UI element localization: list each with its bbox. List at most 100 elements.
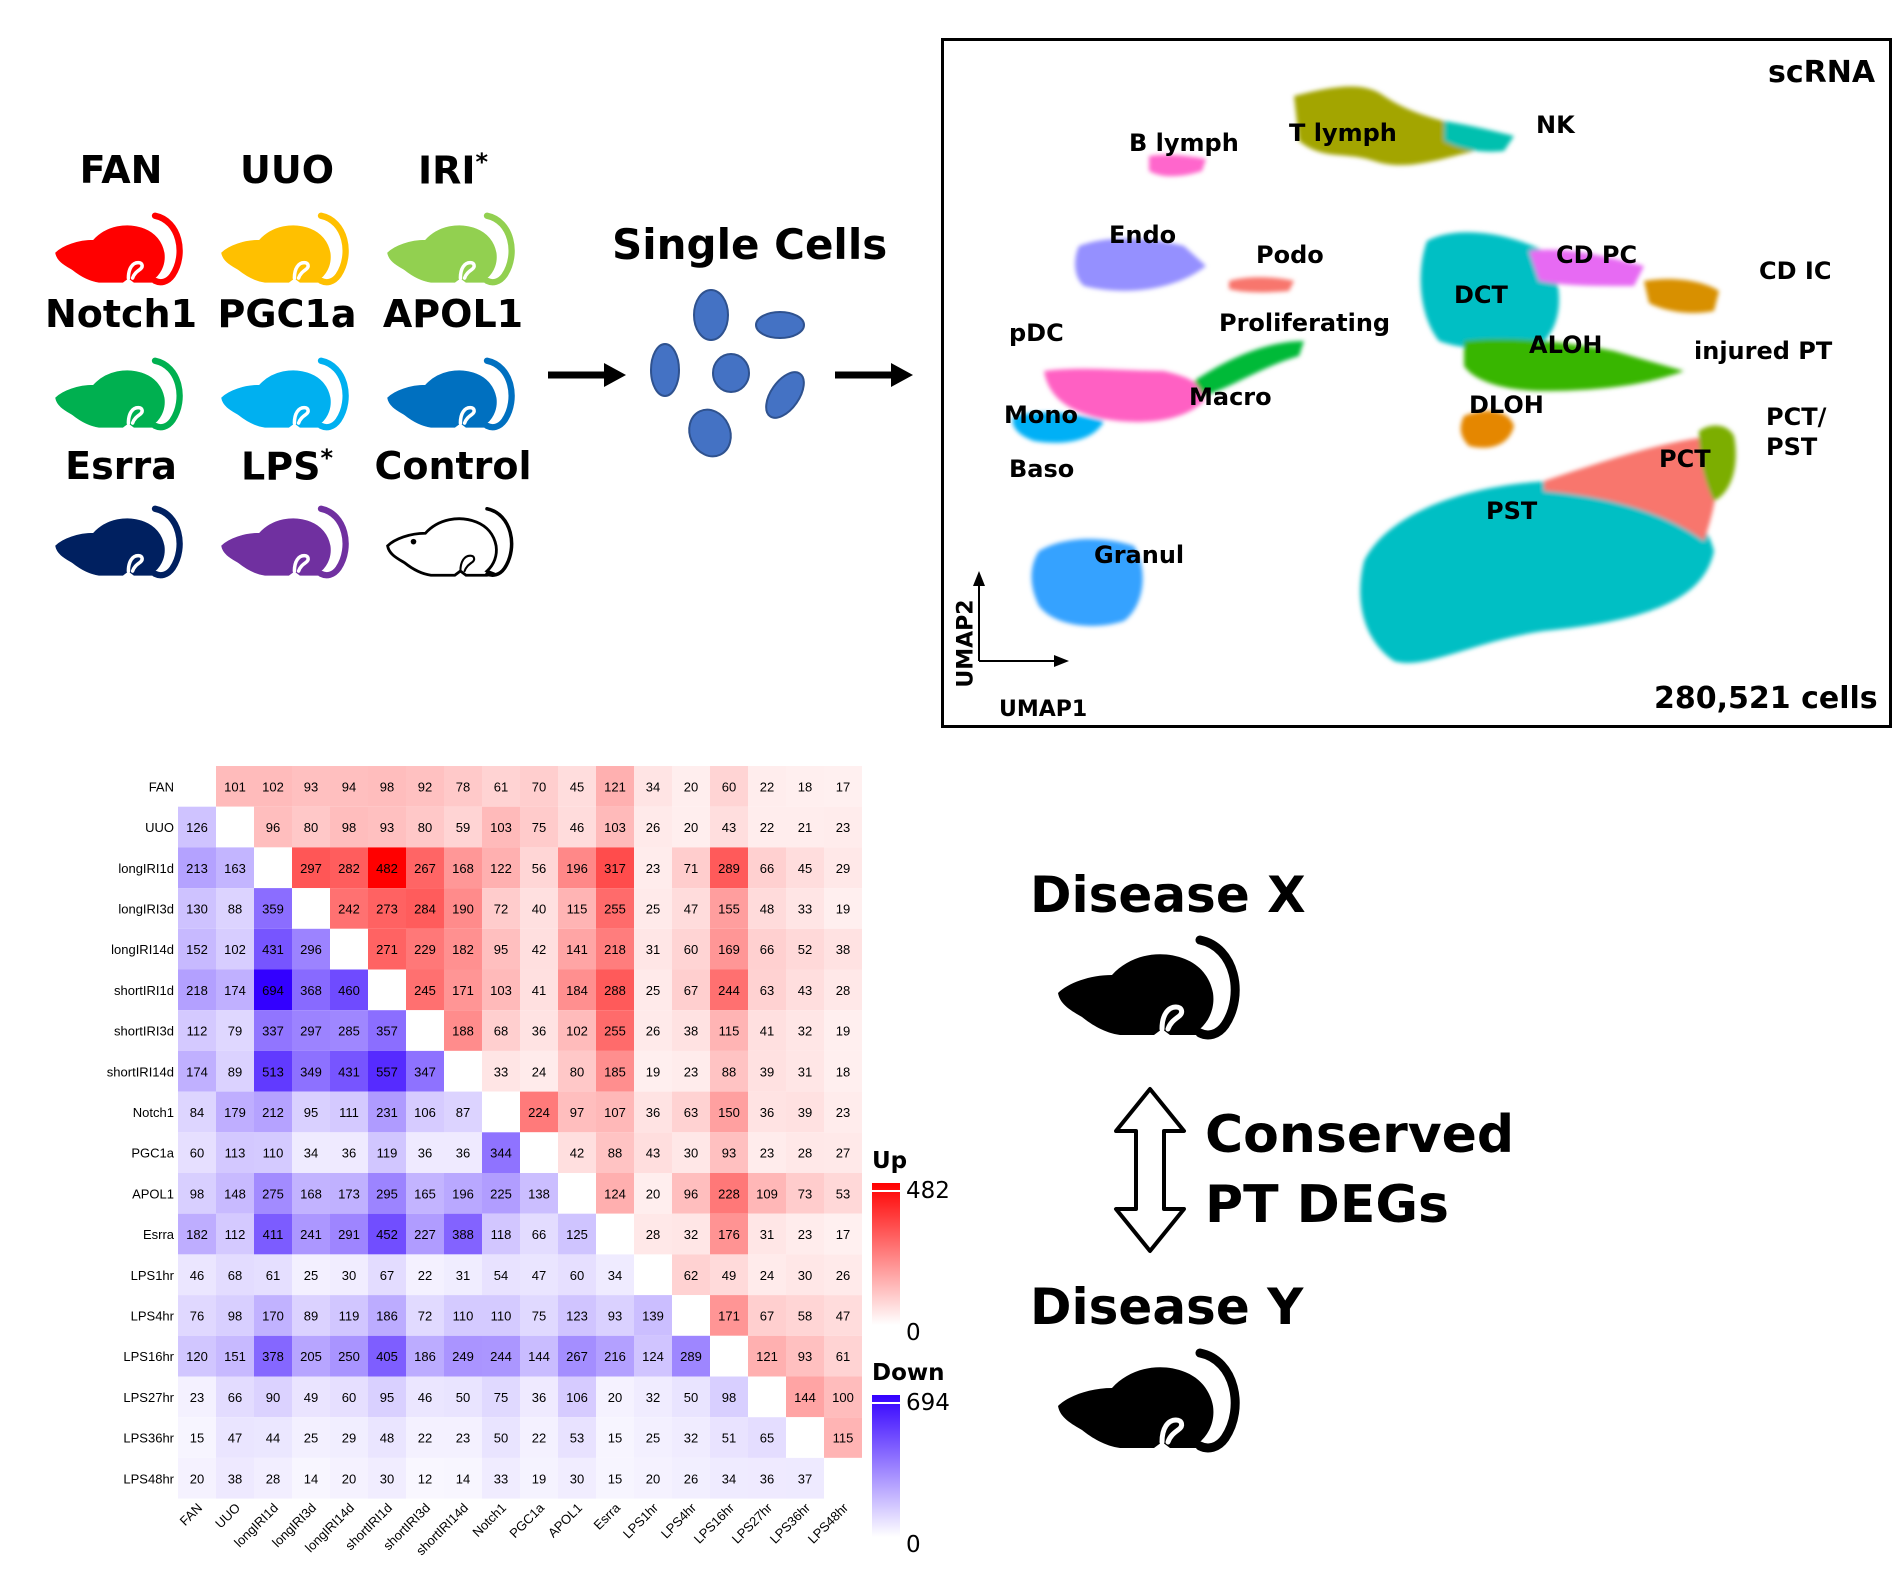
heatmap-value: 28 (798, 1146, 812, 1161)
heatmap-value: 118 (491, 1227, 512, 1242)
legend-down-gradient (872, 1395, 900, 1537)
heatmap-value: 289 (680, 1349, 702, 1364)
heatmap-cell (672, 1010, 710, 1051)
heatmap-cell (216, 1376, 254, 1418)
heatmap-cell (672, 1213, 710, 1255)
heatmap-cell (444, 766, 482, 807)
heatmap-value: 182 (452, 942, 474, 957)
heatmap-cell (558, 928, 596, 970)
heatmap-cell (596, 1050, 634, 1092)
heatmap-cell (748, 1010, 786, 1051)
heatmap-cell (178, 806, 216, 848)
heatmap-value: 68 (228, 1268, 242, 1283)
heatmap-cell (634, 888, 672, 929)
heatmap-value: 115 (833, 1431, 854, 1446)
heatmap-value: 170 (262, 1308, 284, 1323)
heatmap-cell (368, 1417, 406, 1458)
heatmap-cell (672, 1254, 710, 1296)
heatmap-cell (368, 888, 406, 929)
heatmap-row-label: Notch1 (133, 1105, 174, 1120)
heatmap-value: 188 (452, 1024, 474, 1039)
heatmap-cell (444, 1091, 482, 1133)
heatmap-cell (748, 1091, 786, 1133)
heatmap-cell (444, 888, 482, 929)
heatmap-value: 482 (376, 861, 398, 876)
heatmap-cell (596, 928, 634, 970)
heatmap-value: 95 (304, 1105, 318, 1120)
arrow-to-cells-icon (548, 363, 626, 387)
heatmap-value: 23 (684, 1064, 698, 1079)
heatmap-cell (482, 1254, 520, 1296)
heatmap-cell (482, 888, 520, 929)
heatmap-value: 60 (684, 942, 698, 957)
heatmap-value: 216 (604, 1349, 626, 1364)
heatmap-value: 92 (418, 779, 432, 794)
mouse-icon-notch1 (55, 357, 183, 431)
heatmap-value: 36 (456, 1146, 470, 1161)
heatmap-value: 36 (760, 1471, 774, 1486)
heatmap-value: 98 (190, 1186, 204, 1201)
heatmap-value: 121 (604, 779, 626, 794)
heatmap-cell (444, 1295, 482, 1336)
heatmap-cell (824, 847, 862, 889)
heatmap-cell (558, 888, 596, 929)
heatmap-cell (710, 1010, 748, 1051)
heatmap-cell (406, 1091, 444, 1133)
heatmap-value: 368 (300, 983, 322, 998)
heatmap-cell (482, 1457, 520, 1499)
heatmap-cell (558, 766, 596, 807)
mouse-label-fan: FAN (79, 148, 163, 192)
heatmap-value: 29 (342, 1431, 356, 1446)
heatmap-value: 282 (338, 861, 360, 876)
umap-axis-x-label: UMAP1 (999, 697, 1088, 722)
heatmap-cell (634, 1376, 672, 1418)
mouse-label-notch1: Notch1 (44, 292, 198, 336)
heatmap-cell (596, 1213, 634, 1255)
heatmap-value: 25 (646, 983, 660, 998)
heatmap-cell (178, 888, 216, 929)
heatmap-value: 388 (452, 1227, 474, 1242)
heatmap-value: 176 (718, 1227, 740, 1242)
heatmap-value: 267 (414, 861, 436, 876)
heatmap-cell (406, 1254, 444, 1296)
heatmap-cell (406, 766, 444, 807)
heatmap-value: 242 (338, 901, 360, 916)
heatmap-cell (482, 1295, 520, 1336)
heatmap-cell (254, 806, 292, 848)
heatmap-value: 250 (338, 1349, 360, 1364)
heatmap-value: 14 (456, 1471, 470, 1486)
heatmap-cell (672, 806, 710, 848)
heatmap-cell (216, 1173, 254, 1214)
heatmap-value: 76 (190, 1308, 204, 1323)
umap-cluster-label: CD IC (1759, 257, 1832, 285)
heatmap-value: 72 (494, 901, 508, 916)
heatmap-cell (292, 1335, 330, 1377)
heatmap-cell (292, 1010, 330, 1051)
heatmap-cell (330, 1010, 368, 1051)
heatmap-value: 267 (566, 1349, 588, 1364)
mouse-label-pgc1a: PGC1a (217, 292, 357, 336)
heatmap-value: 115 (567, 901, 588, 916)
heatmap-value: 89 (304, 1308, 318, 1323)
umap-cluster-label: CD PC (1556, 241, 1638, 269)
heatmap-cell (178, 1010, 216, 1051)
arrow-to-umap-icon (835, 363, 913, 387)
heatmap-cell (596, 1417, 634, 1458)
heatmap-cell (368, 1173, 406, 1214)
heatmap-value: 28 (836, 983, 850, 998)
heatmap-value: 163 (224, 861, 246, 876)
heatmap-value: 19 (836, 1024, 850, 1039)
cell-1 (693, 289, 729, 341)
heatmap-cell (368, 806, 406, 848)
mouse-label-esrra: Esrra (65, 444, 177, 488)
heatmap-value: 61 (494, 779, 508, 794)
heatmap-cell (178, 766, 216, 807)
heatmap-value: 42 (532, 942, 546, 957)
heatmap-value: 22 (418, 1431, 432, 1446)
heatmap-cell (596, 1091, 634, 1133)
heatmap-cell (216, 1254, 254, 1296)
heatmap-value: 98 (342, 820, 356, 835)
umap-axis-y-label: UMAP2 (953, 599, 979, 688)
heatmap-value: 184 (566, 983, 588, 998)
heatmap-cell (292, 1376, 330, 1418)
